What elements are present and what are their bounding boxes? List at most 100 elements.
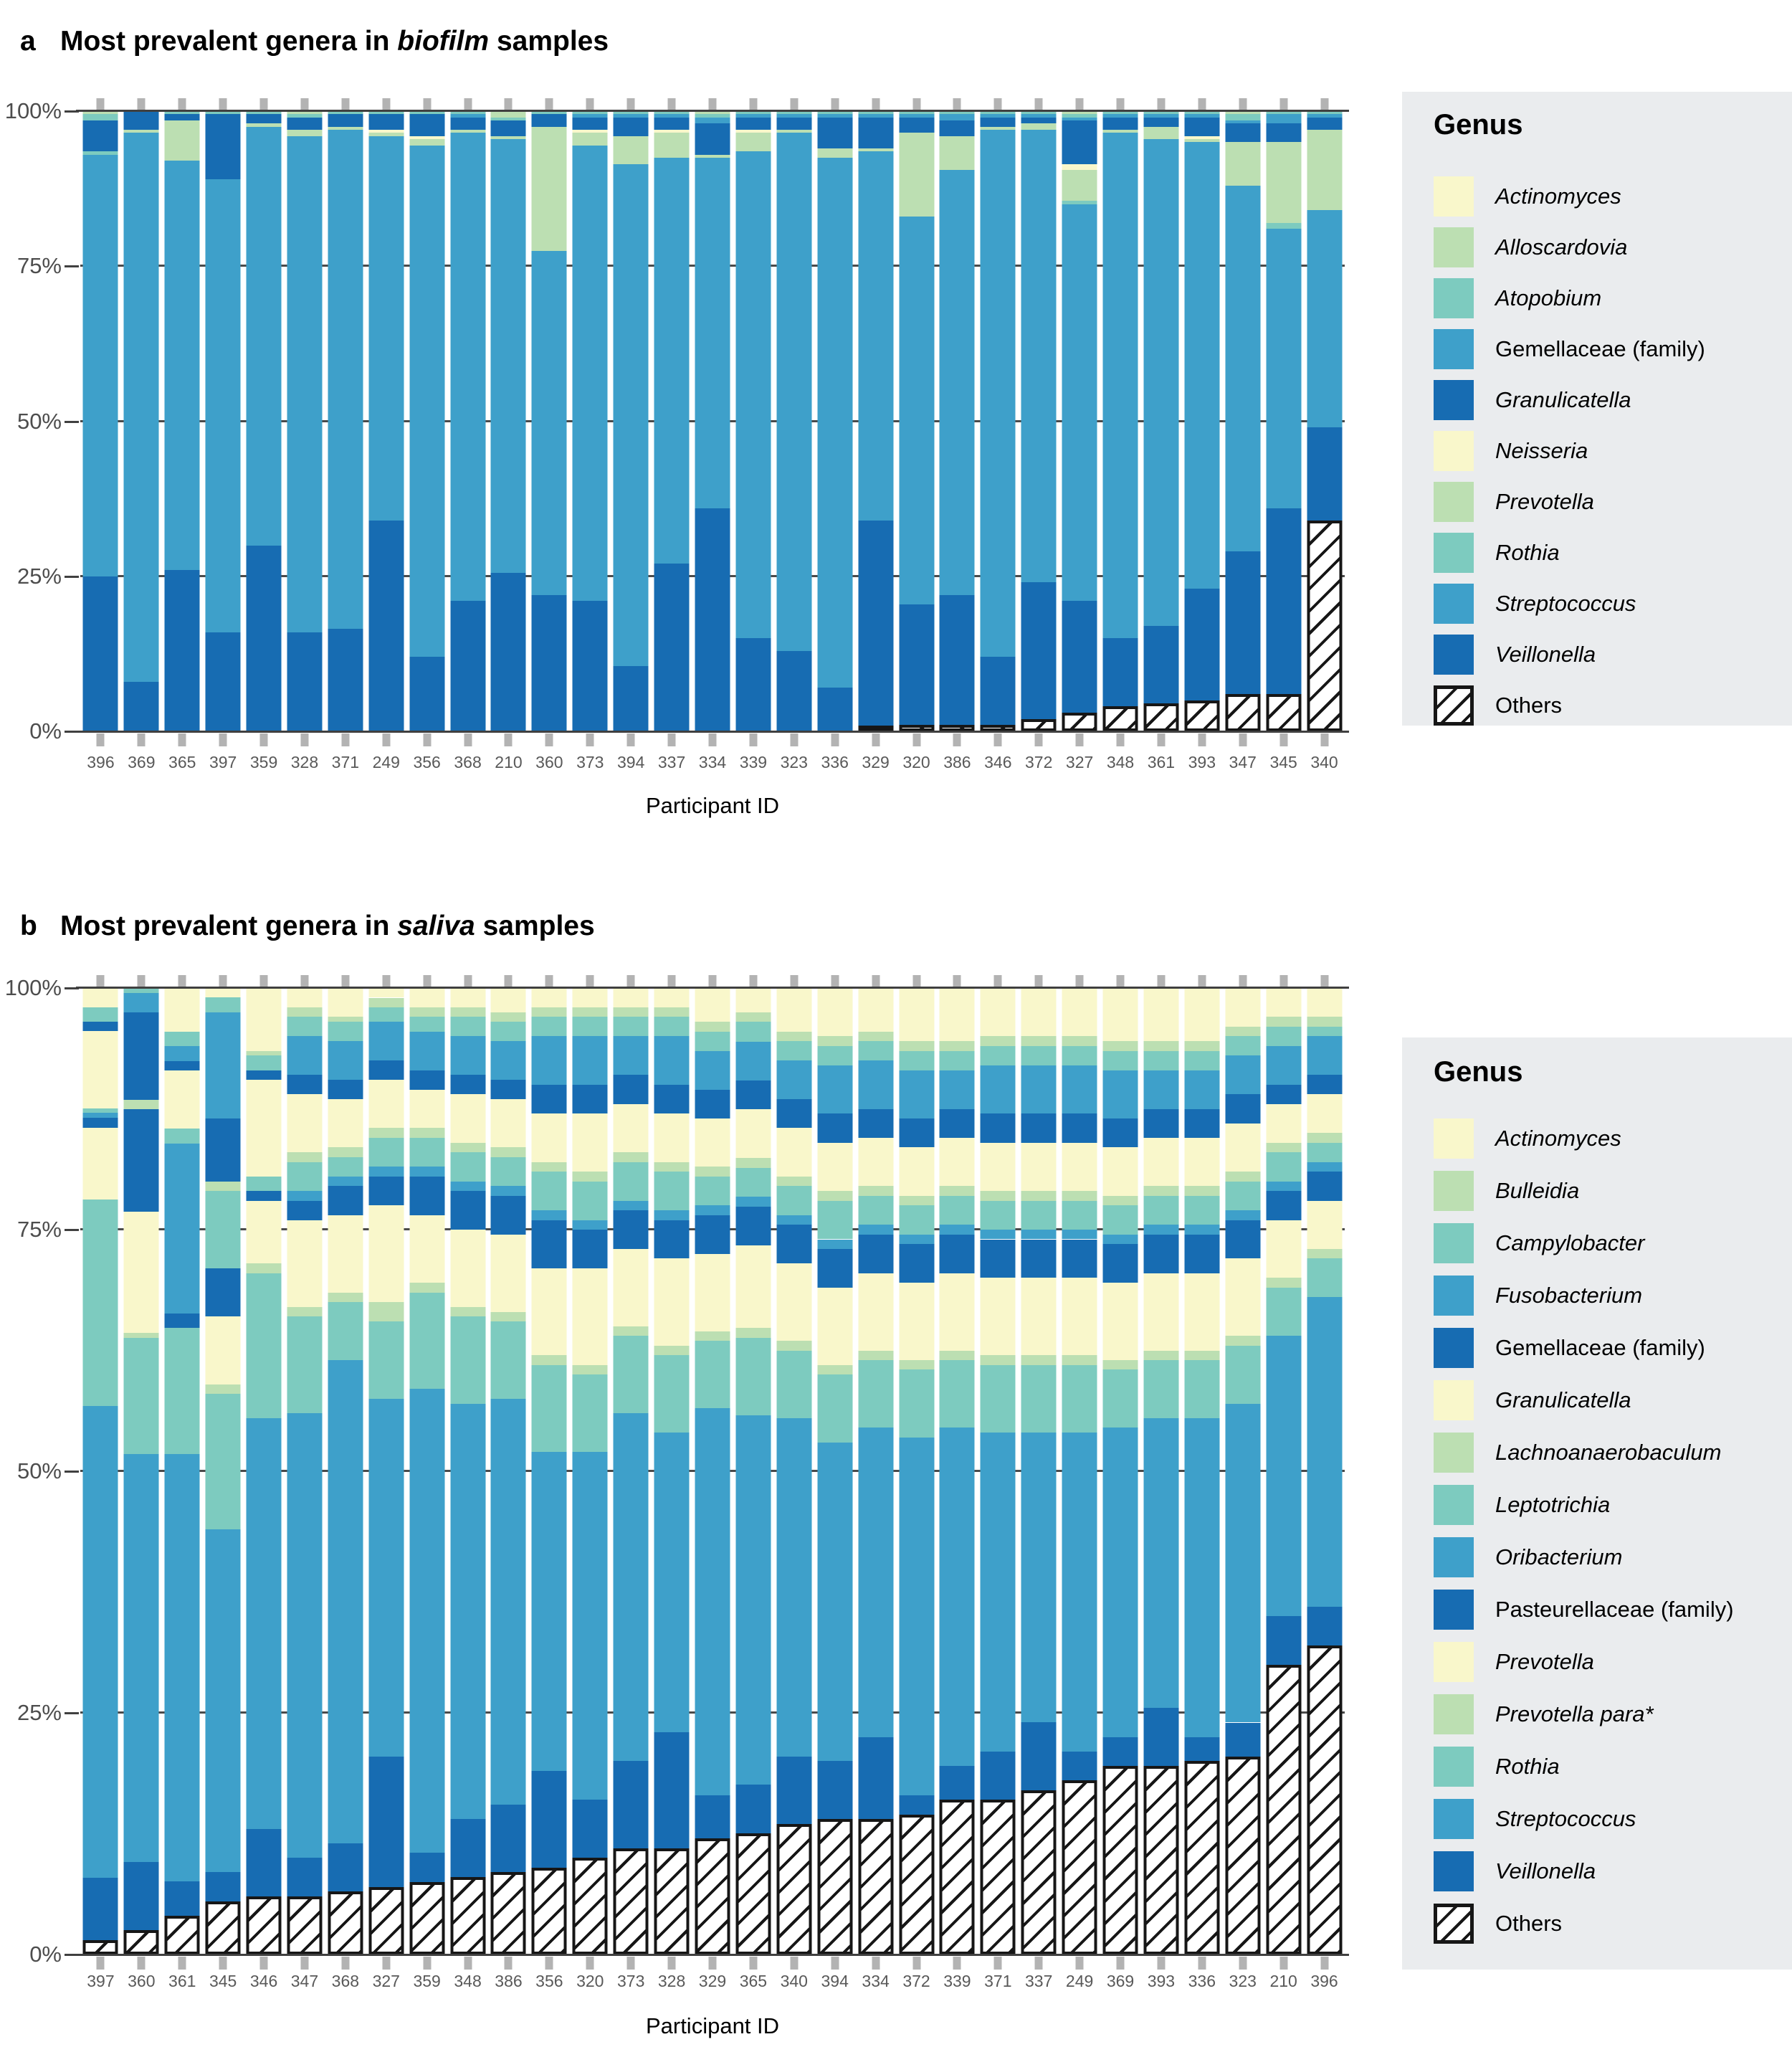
bar-segment: [735, 1784, 771, 1833]
title-suffix: samples: [489, 26, 609, 57]
legend-item-label: Prevotella: [1495, 1649, 1594, 1674]
bar-segment: [164, 1031, 200, 1047]
bar-segment: [1266, 1278, 1302, 1288]
x-tick-label: 372: [902, 1972, 930, 1990]
bar: [490, 111, 526, 731]
bar-segment: [980, 1278, 1016, 1356]
bar-segment: [1021, 114, 1057, 118]
bar-segment: [450, 1017, 486, 1037]
bar: [776, 111, 812, 731]
bar-segment: [1307, 988, 1343, 1017]
y-axis-tick: [65, 987, 79, 989]
x-tick-label: 320: [902, 753, 930, 771]
bar-segment: [776, 111, 812, 115]
bar-segment: [1307, 1026, 1343, 1037]
x-tick-label: 336: [1188, 1972, 1216, 1990]
bar-segment: [572, 1084, 608, 1114]
bar-segment: [531, 126, 567, 251]
bar-segment: [409, 1128, 445, 1138]
bar-segment: [980, 657, 1016, 726]
bar-segment: [531, 1355, 567, 1365]
bar-segment: [939, 1350, 975, 1360]
bar-segment: [1102, 1283, 1138, 1360]
bar-slot: [937, 975, 978, 1970]
bar-segment: [1225, 1756, 1261, 1954]
bar: [654, 111, 690, 731]
bar-segment: [735, 1197, 771, 1207]
bar-slot: [896, 98, 937, 746]
x-tick-label: 394: [821, 1972, 849, 1990]
bar-segment: [980, 117, 1016, 127]
bar: [1102, 111, 1138, 731]
top-sample-tick: [1075, 98, 1084, 110]
bottom-sample-tick: [1034, 733, 1043, 746]
bar-segment: [246, 1896, 282, 1954]
bar-segment: [368, 111, 404, 115]
bar-segment: [1184, 1360, 1220, 1418]
top-sample-tick: [667, 975, 676, 987]
bar-segment: [735, 1415, 771, 1785]
bar-segment: [1021, 1113, 1057, 1143]
bar-segment: [776, 988, 812, 1032]
bar-segment: [531, 1113, 567, 1162]
bar-segment: [572, 114, 608, 118]
bar-segment: [858, 1359, 894, 1428]
bar-segment: [613, 1761, 649, 1848]
x-tick-label: 340: [1310, 753, 1338, 771]
bar-segment: [1102, 1369, 1138, 1428]
bar-slot: [1222, 975, 1263, 1970]
bar-segment: [287, 1413, 323, 1858]
bottom-sample-tick: [1279, 733, 1288, 746]
bar-segment: [572, 1374, 608, 1453]
x-tick-label: 369: [1106, 1972, 1135, 1990]
legend-item-label: Actinomyces: [1495, 184, 1621, 209]
bar-segment: [205, 1012, 241, 1118]
bar-segment: [939, 1137, 975, 1187]
x-tick-label: 371: [984, 1972, 1012, 1990]
bar-segment: [776, 1417, 812, 1757]
legend-swatch-icon: [1434, 1118, 1474, 1159]
bar-segment: [82, 1406, 118, 1878]
bar-segment: [899, 1369, 934, 1438]
x-tick-label: 334: [862, 1972, 890, 1990]
legend-swatch-icon: [1434, 482, 1474, 522]
bar-segment: [490, 111, 526, 118]
bar-segment: [654, 117, 690, 130]
bar-slot: [203, 98, 244, 746]
bar-segment: [1184, 1070, 1220, 1109]
bar: [858, 111, 894, 731]
bar-segment: [735, 638, 771, 731]
bar-segment: [899, 1814, 934, 1954]
bar-segment: [980, 111, 1016, 115]
bar-slot: [244, 98, 285, 746]
bar-segment: [695, 508, 730, 731]
bar-segment: [1307, 1142, 1343, 1162]
bar-segment: [1184, 1737, 1220, 1762]
bar: [817, 988, 853, 1954]
title-sample-type: saliva: [397, 911, 475, 942]
x-tick-label: 360: [535, 753, 563, 771]
top-sample-tick: [178, 98, 186, 110]
bar-segment: [246, 1263, 282, 1273]
bottom-sample-tick: [137, 733, 146, 746]
top-sample-tick: [708, 98, 717, 110]
bar-segment: [1225, 111, 1261, 115]
bar-segment: [939, 1195, 975, 1225]
bar-segment: [1062, 1200, 1097, 1230]
bar-segment: [1307, 210, 1343, 428]
bar-segment: [858, 117, 894, 148]
top-sample-tick: [1198, 975, 1206, 987]
bar-segment: [695, 157, 730, 508]
bar-segment: [654, 129, 690, 133]
bar-segment: [82, 114, 118, 120]
bar-slot: [366, 975, 406, 1970]
y-tick-label: 0%: [29, 718, 62, 744]
bar-segment: [1021, 1239, 1057, 1278]
bar-segment: [205, 1118, 241, 1182]
y-tick-label: 25%: [16, 1700, 62, 1725]
bar-segment: [450, 1191, 486, 1230]
bar-segment: [450, 601, 486, 731]
bar-segment: [531, 1268, 567, 1356]
x-tick-label: 337: [657, 753, 686, 771]
x-tick-label: 368: [454, 753, 482, 771]
